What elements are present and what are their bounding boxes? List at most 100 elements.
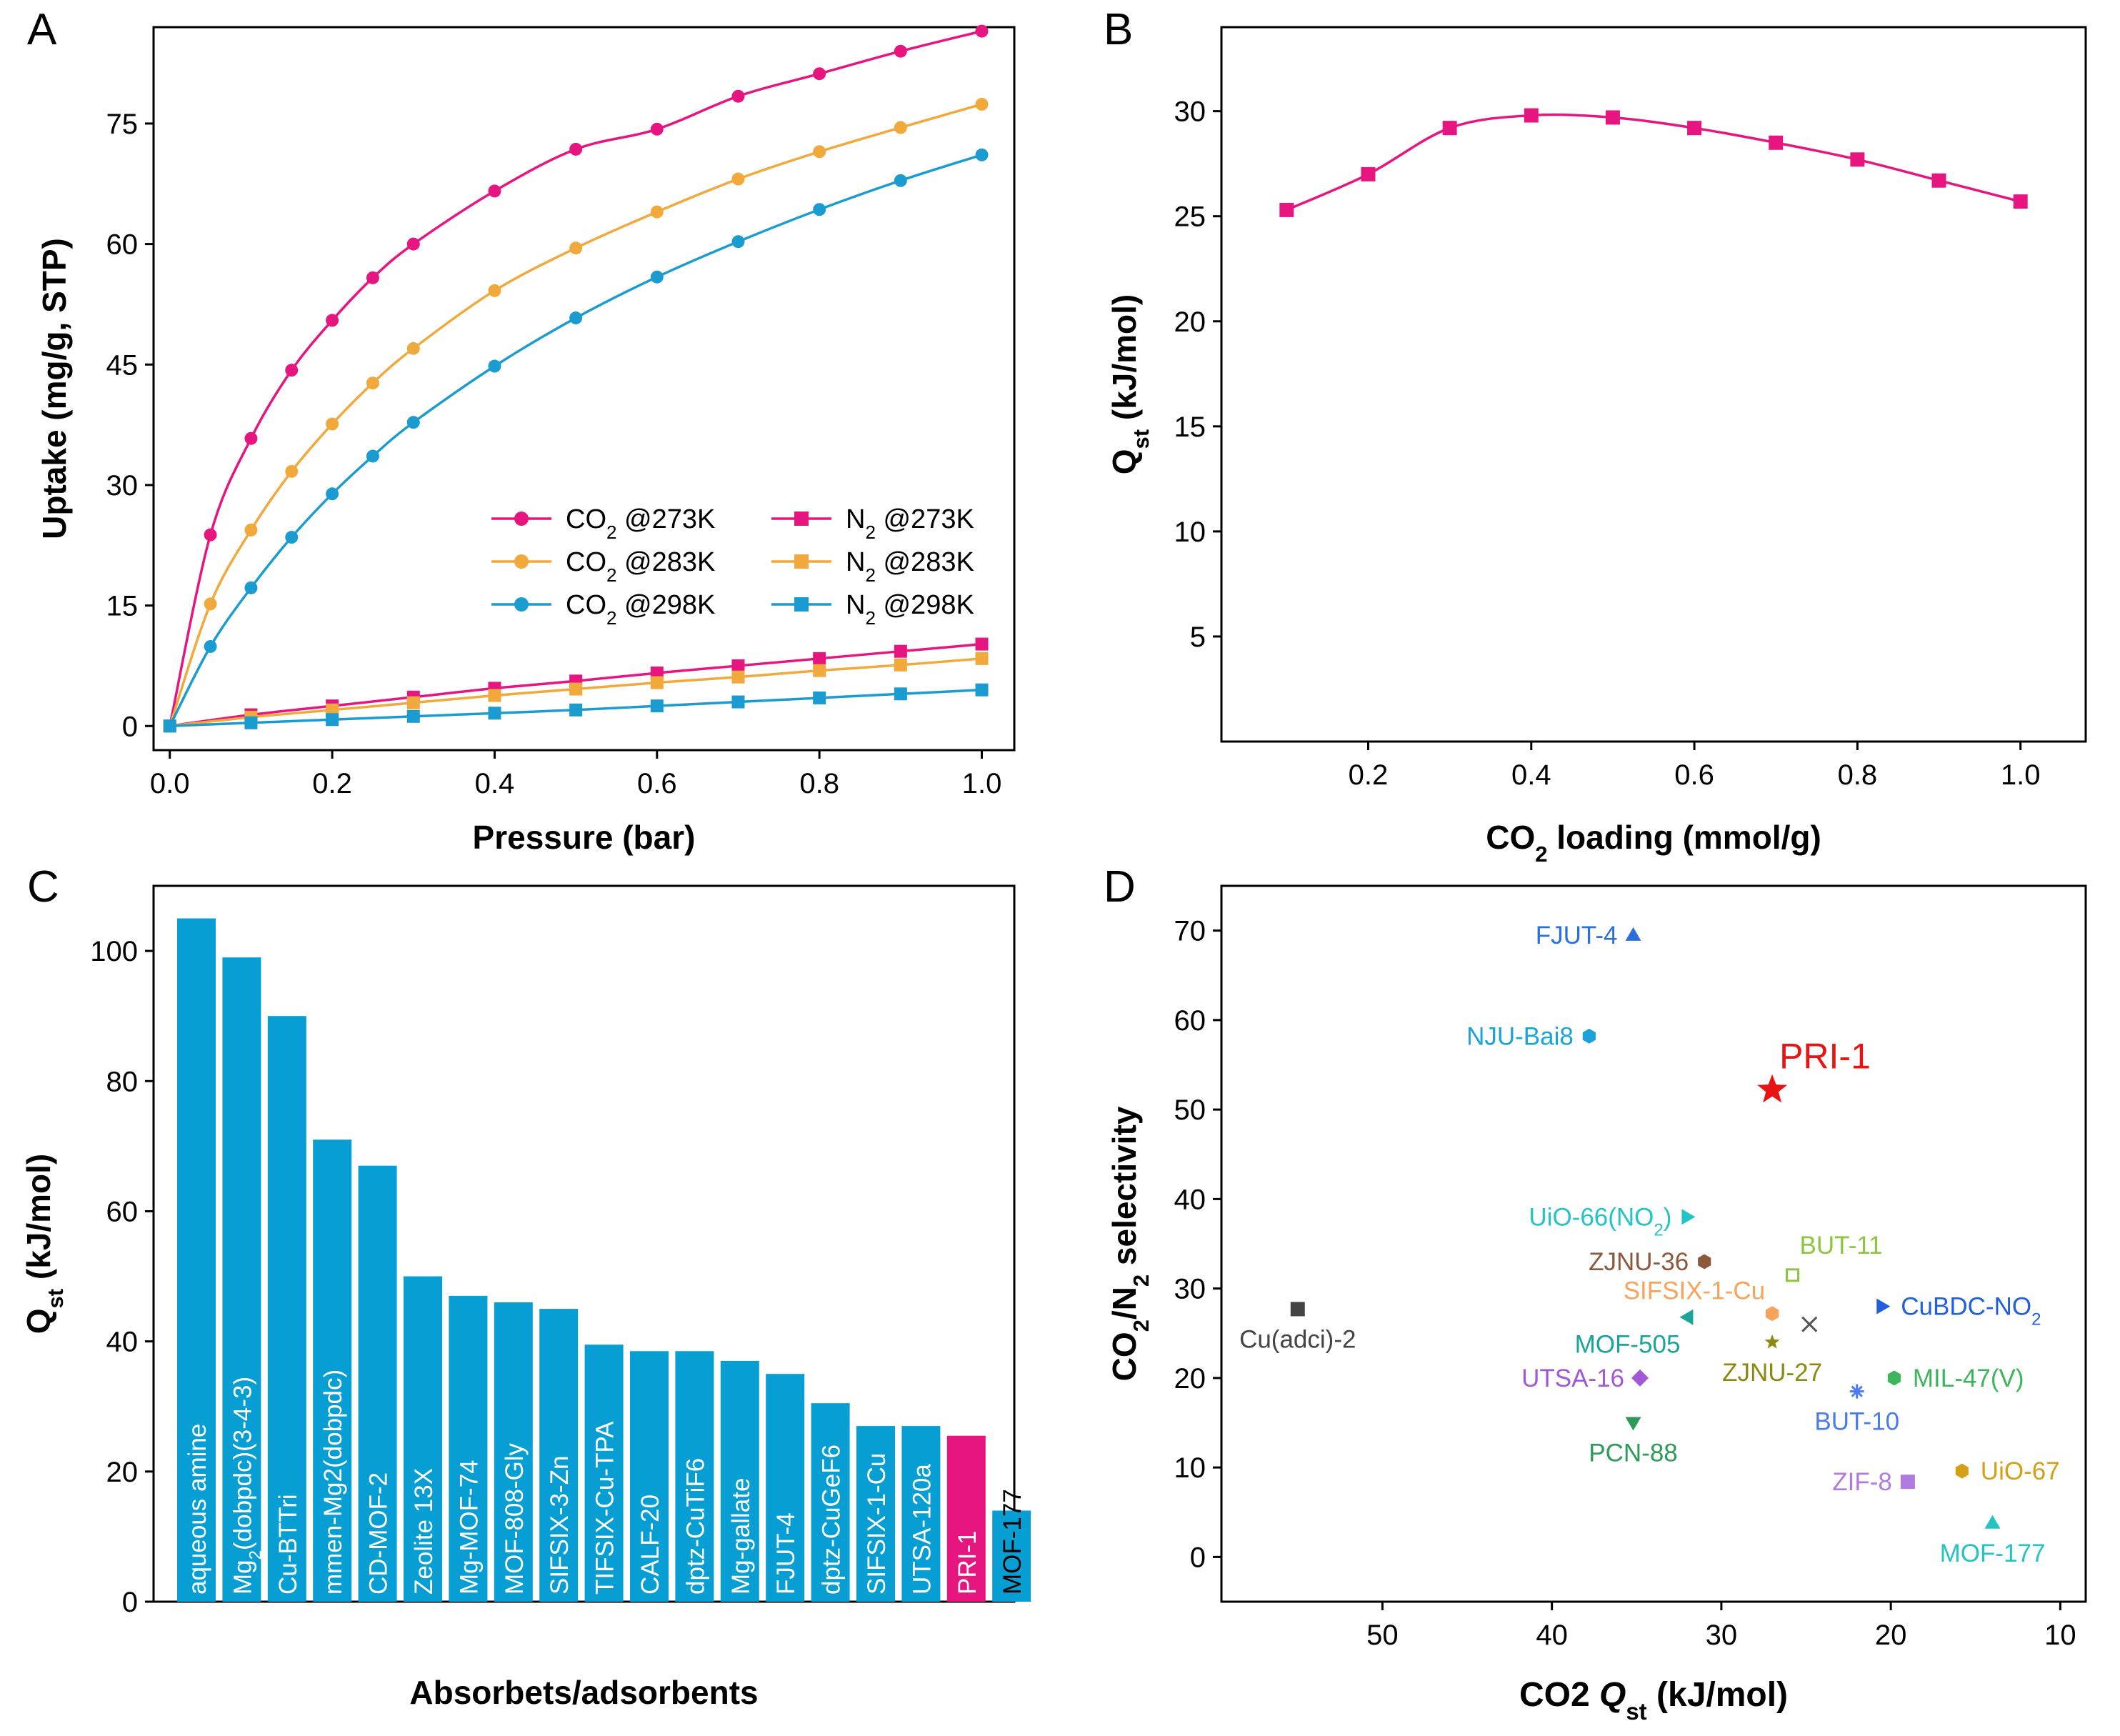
panel-c-ylabel: Qst (kJ/mol) bbox=[20, 1154, 68, 1335]
panel-d-ytick-3-label: 30 bbox=[1174, 1274, 1206, 1305]
panel-b-point-8 bbox=[1931, 173, 1946, 188]
panel-letter-b: B bbox=[1104, 5, 1133, 54]
panel-a-point-2-3 bbox=[285, 531, 299, 544]
panel-d-point-label-6: SIFSIX-1-Cu bbox=[1624, 1277, 1765, 1305]
panel-d-point-13 bbox=[1631, 1369, 1649, 1387]
panel-b-point-9 bbox=[2013, 194, 2028, 209]
panel-a-ytick-4-label: 60 bbox=[106, 229, 139, 261]
panel-a-point-1-2 bbox=[244, 523, 258, 537]
panel-d-point-label-17: ZIF-8 bbox=[1832, 1468, 1892, 1496]
legend-label-3: N2 @273K bbox=[846, 504, 974, 543]
panel-a-point-4-5 bbox=[569, 682, 583, 696]
panel-d-xlabel: CO2 Qst (kJ/mol) bbox=[1519, 1676, 1788, 1725]
panel-a-point-1-6 bbox=[406, 341, 420, 355]
panel-d-point-label-4: ZJNU-36 bbox=[1589, 1248, 1689, 1276]
panel-b-ytick-2-label: 15 bbox=[1174, 411, 1206, 443]
panel-a-point-2-6 bbox=[406, 416, 420, 429]
panel-a-point-1-11 bbox=[813, 145, 826, 159]
panel-a-point-2-12 bbox=[894, 174, 907, 187]
panel-d-point-0 bbox=[1625, 927, 1641, 941]
panel-a-point-0-8 bbox=[569, 142, 583, 156]
panel-a-point-5-7 bbox=[731, 695, 745, 709]
panel-c-bar-16 bbox=[901, 1426, 941, 1602]
panel-c-ytick-2-label: 40 bbox=[106, 1327, 139, 1358]
panel-c-bar-12 bbox=[720, 1360, 759, 1602]
panel-a-ytick-3-label: 45 bbox=[106, 349, 139, 381]
panel-a-point-4-10 bbox=[975, 652, 989, 665]
panel-a: 0.0 0.2 0.4 0.6 0.8 1.0 0 15 30 45 60 75 Pressure (b… bbox=[36, 24, 1016, 856]
panel-letter-a: A bbox=[27, 5, 57, 54]
panel-d-point-label-3: UiO-66(NO2) bbox=[1529, 1203, 1671, 1239]
panel-a-point-5-0 bbox=[163, 719, 176, 733]
panel-b-frame bbox=[1220, 26, 2087, 743]
panel-c-bar-label-4: CD-MOF-2 bbox=[365, 1472, 393, 1595]
panel-b-xlabel: CO2 loading (mmol/g) bbox=[1486, 819, 1821, 867]
panel-b-ytick-1-label: 10 bbox=[1174, 517, 1206, 548]
panel-a-point-2-13 bbox=[975, 148, 989, 161]
legend-marker-4 bbox=[794, 554, 809, 569]
panel-a-point-5-10 bbox=[975, 683, 989, 697]
panel-a-series-line-2 bbox=[169, 154, 983, 727]
panel-c-ytick-5-label: 100 bbox=[90, 936, 138, 967]
panel-b-xtick-1-label: 0.4 bbox=[1511, 759, 1551, 791]
panel-d-point-label-2: PRI-1 bbox=[1779, 1037, 1871, 1077]
panel-c-bar-2 bbox=[267, 1016, 306, 1602]
panel-a-point-2-9 bbox=[650, 270, 664, 284]
panel-b-ytick-0-label: 5 bbox=[1190, 622, 1206, 653]
panel-c-bar-label-10: CALF-20 bbox=[636, 1495, 664, 1595]
panel-c-bar-label-18: MOF-177 bbox=[999, 1489, 1026, 1595]
legend-marker-0 bbox=[514, 512, 529, 526]
panel-c-bar-label-17: PRI-1 bbox=[954, 1531, 981, 1595]
panel-d-ytick-5-label: 50 bbox=[1174, 1094, 1206, 1126]
legend-marker-5 bbox=[794, 597, 809, 612]
panel-a-point-5-2 bbox=[326, 713, 339, 727]
panel-c-bar-label-6: Mg-MOF-74 bbox=[455, 1460, 483, 1595]
panel-b: 0.2 0.4 0.6 0.8 1.0 5 10 15 20 25 30 CO2 loading (m… bbox=[1106, 26, 2087, 867]
panel-b-ylabel: Qst (kJ/mol) bbox=[1106, 294, 1154, 475]
panel-a-ytick-0-label: 0 bbox=[122, 711, 138, 742]
panel-b-point-7 bbox=[1850, 152, 1865, 167]
panel-d-point-6 bbox=[1765, 1306, 1779, 1322]
panel-b-point-3 bbox=[1524, 108, 1539, 123]
panel-d-frame bbox=[1220, 884, 2087, 1603]
panel-a-point-5-6 bbox=[650, 699, 664, 713]
panel-d-ytick-0-label: 0 bbox=[1190, 1542, 1206, 1573]
panel-d-point-16 bbox=[1955, 1463, 1969, 1479]
panel-d-ytick-2-label: 20 bbox=[1174, 1363, 1206, 1395]
panel-d-point-18 bbox=[1984, 1515, 2001, 1529]
panel-a-point-4-6 bbox=[650, 676, 664, 689]
panel-c-bar-8 bbox=[539, 1309, 579, 1602]
panel-a-xtick-3-label: 0.6 bbox=[637, 768, 677, 799]
panel-a-point-0-10 bbox=[731, 89, 745, 103]
panel-a-point-0-2 bbox=[244, 431, 258, 445]
panel-a-point-1-9 bbox=[650, 205, 664, 219]
panel-b-point-5 bbox=[1687, 121, 1702, 136]
panel-d-point-8 bbox=[1801, 1316, 1818, 1332]
panel-d-point-label-0: FJUT-4 bbox=[1536, 922, 1618, 949]
panel-b-xtick-2-label: 0.6 bbox=[1674, 759, 1714, 791]
panel-c-frame bbox=[152, 884, 1016, 1603]
panel-b-point-2 bbox=[1442, 121, 1457, 136]
panel-c-bar-17 bbox=[946, 1435, 986, 1602]
panel-a-point-5-9 bbox=[894, 687, 907, 701]
panel-c-ytick-0-label: 0 bbox=[122, 1587, 138, 1618]
panel-a-ytick-1-label: 15 bbox=[106, 591, 139, 622]
panel-a-point-2-8 bbox=[569, 311, 583, 325]
panel-letter-d: D bbox=[1104, 862, 1136, 912]
panel-b-point-0 bbox=[1279, 202, 1294, 217]
panel-d-point-label-14: BUT-10 bbox=[1814, 1408, 1899, 1436]
panel-d-point-label-7: Cu(adci)-2 bbox=[1239, 1325, 1356, 1353]
panel-a-point-3-7 bbox=[731, 659, 745, 672]
panel-d-ytick-6-label: 60 bbox=[1174, 1005, 1206, 1037]
panel-a-legend: CO2 @273K CO2 @283K CO2 @298K N2 @273K N2 @2… bbox=[491, 504, 974, 629]
panel-a-point-2-1 bbox=[204, 639, 217, 653]
panel-a-point-1-13 bbox=[975, 97, 989, 111]
panel-c-bar-11 bbox=[675, 1351, 714, 1602]
panel-c-bar-label-11: dptz-CuTiF6 bbox=[681, 1458, 709, 1595]
panel-a-point-2-11 bbox=[813, 203, 826, 216]
panel-d-point-label-11: ZJNU-27 bbox=[1722, 1359, 1822, 1387]
panel-d-point-label-9: CuBDC-NO2 bbox=[1901, 1293, 2041, 1330]
legend-marker-3 bbox=[794, 512, 809, 526]
panel-a-point-1-10 bbox=[731, 172, 745, 186]
panel-a-xlabel: Pressure (bar) bbox=[473, 819, 696, 856]
